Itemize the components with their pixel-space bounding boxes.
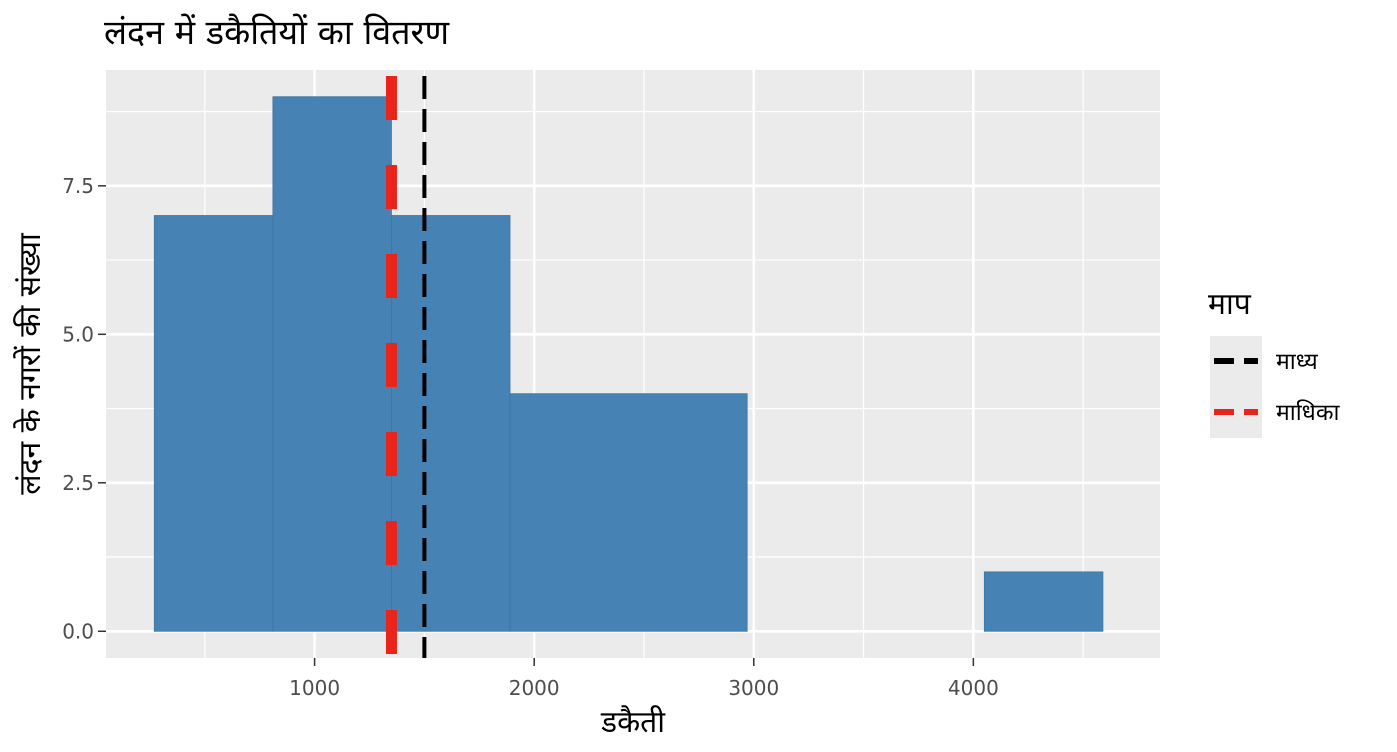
histogram-bar [272, 96, 392, 632]
x-tick-label: 3000 [728, 676, 779, 700]
histogram-bar [509, 393, 748, 632]
y-tick-label: 5.0 [62, 322, 94, 346]
x-tick-label: 4000 [948, 676, 999, 700]
legend-label-mean: माध्य [1276, 349, 1318, 375]
x-axis-ticks: 1000 2000 3000 4000 [289, 658, 999, 700]
histogram-bar [983, 571, 1104, 632]
chart-title: लंदन में डकैतियों का वितरण [104, 13, 450, 53]
y-tick-label: 7.5 [62, 174, 94, 198]
y-tick-label: 2.5 [62, 471, 94, 495]
y-tick-label: 0.0 [62, 619, 94, 643]
histogram-bar [153, 215, 274, 632]
histogram-bar [391, 215, 511, 632]
legend: माप माध्य माधिका [1208, 287, 1340, 438]
legend-title: माप [1208, 287, 1252, 322]
histogram-bars [153, 96, 1104, 632]
reference-lines [385, 76, 427, 658]
legend-label-median: माधिका [1276, 399, 1340, 426]
x-tick-label: 1000 [289, 676, 340, 700]
y-axis-ticks: 0.0 2.5 5.0 7.5 [62, 174, 106, 643]
x-axis-title: डकैती [600, 705, 666, 740]
x-tick-label: 2000 [509, 676, 560, 700]
y-axis-title: लंदन के नगरों की संख्या [13, 232, 48, 495]
legend-key-background [1210, 336, 1262, 438]
